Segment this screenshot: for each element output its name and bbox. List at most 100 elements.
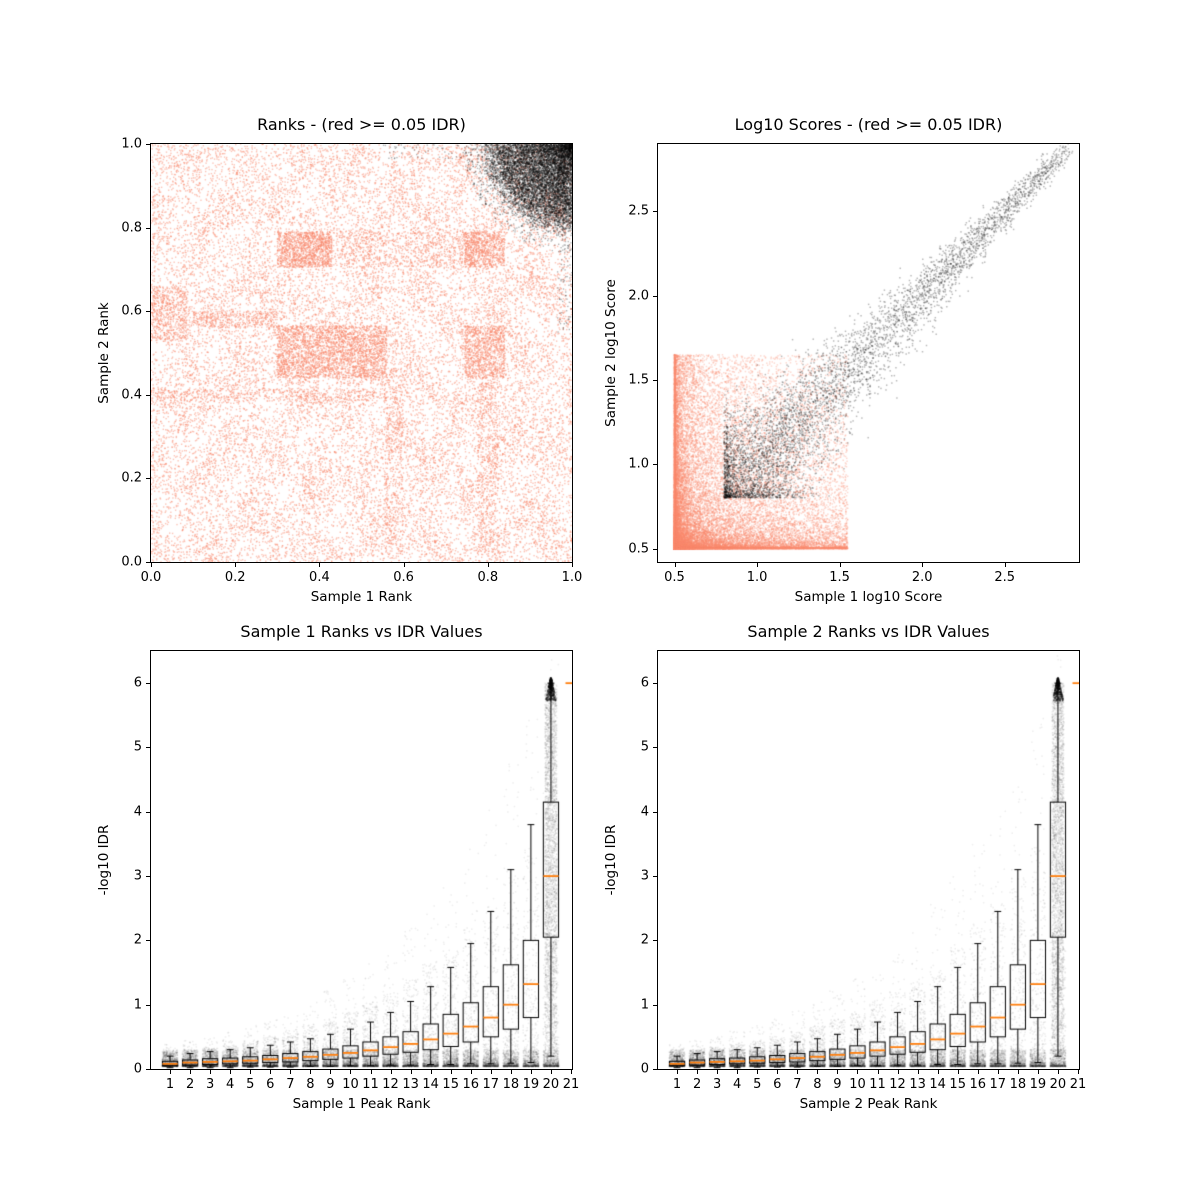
y-tick-mark — [653, 1004, 657, 1006]
subplot-sample1-idr-boxplot: Sample 1 Ranks vs IDR Values -log10 IDR … — [96, 622, 579, 1112]
x-tick-mark — [230, 1070, 232, 1074]
axes-frame — [150, 143, 573, 563]
x-tick-mark — [370, 1070, 372, 1074]
y-tick-mark — [146, 144, 150, 145]
y-tick-label: 4 — [640, 804, 649, 820]
x-tick-mark — [470, 1070, 472, 1074]
y-tick-label: 1.5 — [628, 372, 649, 388]
y-tick-label: 6 — [133, 675, 142, 691]
x-tick-label: 2.0 — [911, 570, 933, 585]
y-tick-label: 2.0 — [628, 288, 649, 304]
x-tick-mark — [235, 563, 237, 567]
x-tick-mark — [757, 563, 759, 567]
y-tick-mark — [653, 379, 657, 381]
x-tick-mark — [310, 1070, 312, 1074]
y-tick-mark — [146, 562, 150, 563]
x-tick-mark — [530, 1070, 532, 1074]
y-axis-label: -log10 IDR — [603, 824, 619, 896]
x-tick-label: 5 — [246, 1077, 255, 1092]
x-tick-mark — [997, 1070, 999, 1074]
x-tick-mark — [1004, 563, 1006, 567]
y-tick-label: 0 — [640, 1061, 649, 1077]
y-tick-label: 1 — [133, 997, 142, 1013]
y-tick-mark — [146, 227, 150, 229]
x-tick-mark — [487, 563, 489, 567]
x-tick-label: 6 — [773, 1077, 782, 1092]
x-tick-mark — [403, 563, 405, 567]
x-tick-label: 17 — [482, 1077, 500, 1092]
x-tick-mark — [917, 1070, 919, 1074]
x-tick-mark — [717, 1070, 719, 1074]
y-tick-label: 3 — [640, 868, 649, 884]
x-tick-label: 18 — [502, 1077, 520, 1092]
x-tick-mark — [430, 1070, 432, 1074]
y-tick-label: 5 — [133, 739, 142, 755]
x-tick-mark — [190, 1070, 192, 1074]
x-tick-mark — [897, 1070, 899, 1074]
y-tick-label: 6 — [640, 675, 649, 691]
x-tick-label: 21 — [562, 1077, 580, 1092]
x-tick-label: 8 — [306, 1077, 315, 1092]
x-tick-label: 20 — [1049, 1077, 1067, 1092]
x-tick-label: 11 — [362, 1077, 379, 1092]
y-tick-mark — [653, 464, 657, 466]
y-tick-mark — [653, 876, 657, 878]
x-tick-label: 6 — [266, 1077, 275, 1092]
x-tick-label: 9 — [326, 1077, 335, 1092]
x-tick-mark — [450, 1070, 452, 1074]
x-tick-label: 0.2 — [224, 570, 246, 585]
x-tick-mark — [777, 1070, 779, 1074]
x-tick-mark — [550, 1070, 552, 1074]
x-tick-mark — [572, 563, 573, 567]
x-tick-mark — [1077, 1070, 1079, 1074]
y-tick-label: 0.0 — [121, 554, 142, 570]
y-tick-mark — [653, 811, 657, 813]
x-tick-label: 8 — [813, 1077, 822, 1092]
y-tick-mark — [653, 548, 657, 550]
x-tick-label: 14 — [929, 1077, 946, 1092]
x-axis-label: Sample 1 log10 Score — [794, 589, 943, 605]
scatter-canvas — [151, 144, 572, 562]
y-tick-label: 1.0 — [121, 136, 142, 152]
x-tick-mark — [290, 1070, 292, 1074]
x-tick-label: 0.4 — [309, 570, 330, 585]
x-tick-mark — [837, 1070, 839, 1074]
x-tick-mark — [270, 1070, 272, 1074]
x-tick-label: 16 — [969, 1077, 987, 1092]
y-tick-mark — [146, 683, 150, 685]
x-tick-label: 18 — [1009, 1077, 1027, 1092]
x-tick-mark — [151, 563, 152, 567]
y-tick-mark — [146, 394, 150, 396]
x-tick-mark — [922, 563, 924, 567]
y-tick-mark — [653, 295, 657, 297]
plot-title: Ranks - (red >= 0.05 IDR) — [257, 115, 466, 134]
y-axis-label: Sample 2 Rank — [96, 302, 112, 404]
x-tick-label: 4 — [226, 1077, 235, 1092]
x-tick-mark — [697, 1070, 699, 1074]
y-tick-mark — [653, 940, 657, 942]
x-tick-mark — [677, 1070, 679, 1074]
axes-frame — [657, 143, 1080, 563]
y-tick-label: 0.2 — [121, 470, 142, 486]
x-tick-label: 7 — [286, 1077, 295, 1092]
x-axis-label: Sample 2 Peak Rank — [799, 1096, 938, 1112]
subplot-log10-score-scatter: Log10 Scores - (red >= 0.05 IDR) Sample … — [603, 115, 1080, 605]
plot-title: Sample 1 Ranks vs IDR Values — [240, 622, 483, 641]
x-tick-label: 15 — [949, 1077, 966, 1092]
y-tick-label: 0.6 — [121, 303, 142, 319]
y-tick-label: 5 — [640, 739, 649, 755]
x-tick-mark — [319, 563, 321, 567]
x-tick-mark — [839, 563, 841, 567]
x-tick-label: 7 — [793, 1077, 802, 1092]
plot-title: Sample 2 Ranks vs IDR Values — [747, 622, 990, 641]
x-tick-mark — [1017, 1070, 1019, 1074]
y-tick-label: 0.5 — [628, 541, 649, 557]
x-tick-mark — [977, 1070, 979, 1074]
x-tick-mark — [570, 1070, 572, 1074]
x-tick-label: 17 — [989, 1077, 1007, 1092]
x-tick-label: 1 — [672, 1077, 682, 1092]
x-tick-label: 13 — [402, 1077, 419, 1092]
x-tick-mark — [937, 1070, 939, 1074]
subplot-sample2-idr-boxplot: Sample 2 Ranks vs IDR Values -log10 IDR … — [603, 622, 1086, 1112]
